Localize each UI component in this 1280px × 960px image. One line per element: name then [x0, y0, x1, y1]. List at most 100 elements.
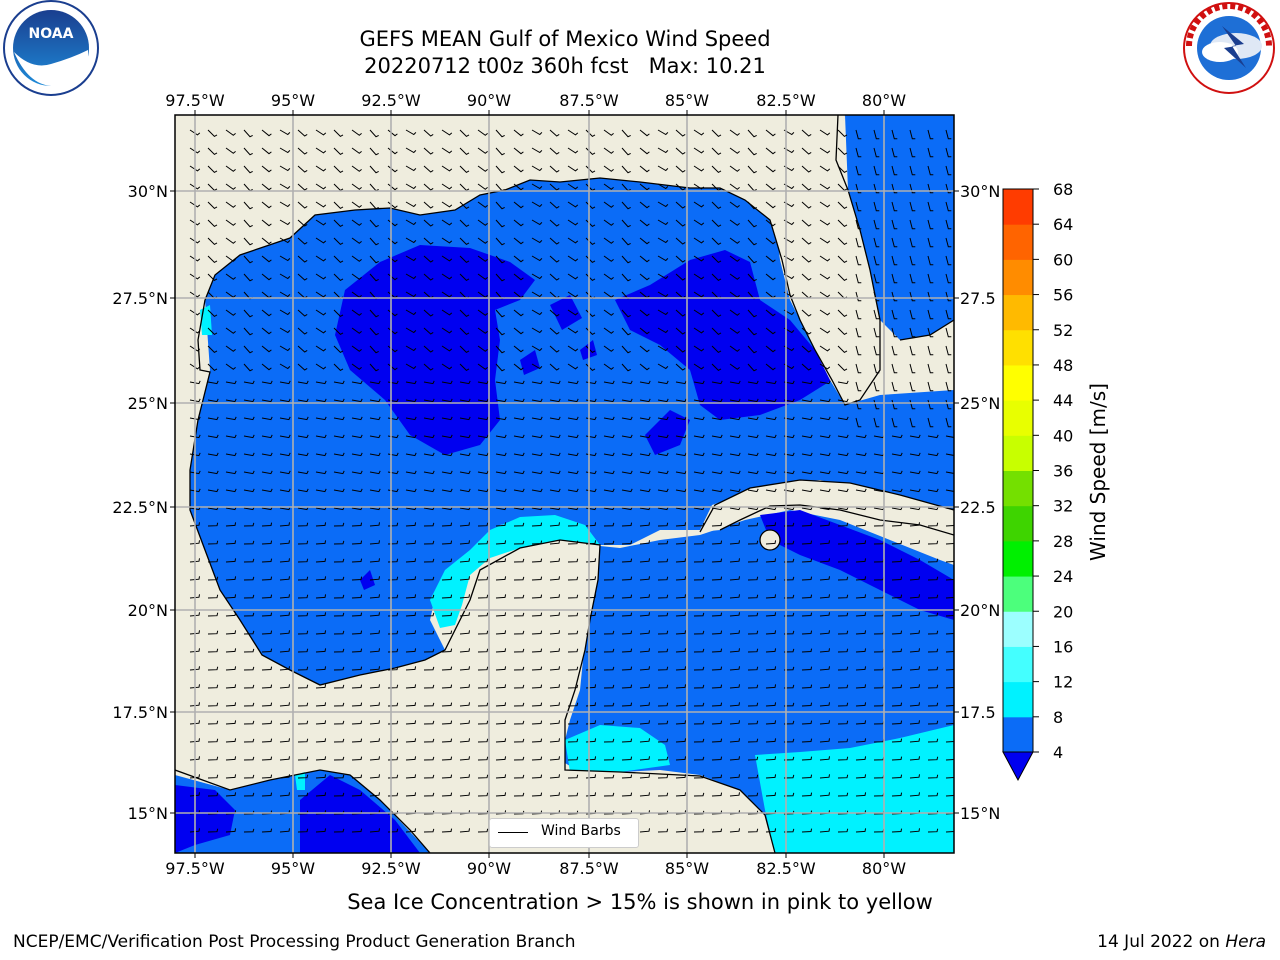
wind-barb — [639, 345, 650, 353]
lon-tick-bottom: 80°W — [862, 859, 906, 878]
wind-barb — [729, 488, 741, 493]
wind-barb — [909, 345, 916, 356]
wind-barb — [405, 201, 417, 208]
wind-barb — [585, 147, 596, 156]
wind-barb — [945, 668, 954, 671]
wind-barb — [747, 327, 757, 336]
colorbar-segment — [1003, 435, 1033, 471]
wind-barb — [189, 756, 200, 761]
wind-barb — [801, 183, 812, 191]
wind-barb — [261, 398, 273, 403]
wind-barb — [801, 594, 813, 599]
wind-barb — [297, 792, 309, 797]
wind-barb — [297, 684, 309, 689]
wind-barb — [315, 594, 327, 599]
wind-barb — [621, 470, 633, 475]
wind-barb — [945, 704, 954, 707]
sea-ice-note: Sea Ice Concentration > 15% is shown in … — [347, 890, 933, 914]
wind-barb — [297, 612, 309, 617]
wind-barb — [693, 380, 705, 385]
wind-barb — [495, 470, 507, 475]
colorbar-tick-label: 24 — [1053, 567, 1073, 586]
wind-barb — [765, 738, 777, 743]
wind-barb — [927, 470, 939, 475]
wind-barb — [207, 684, 219, 689]
wind-barb — [693, 792, 705, 797]
wind-barb — [639, 470, 651, 475]
wind-barb — [369, 452, 381, 457]
wind-barb — [585, 345, 596, 354]
wind-barb — [873, 129, 880, 140]
wind-barb — [801, 452, 813, 457]
wind-barb — [405, 327, 417, 334]
colorbar-segment — [1003, 294, 1033, 331]
wind-barb — [225, 237, 236, 244]
wind-barb — [315, 309, 327, 316]
wind-barb — [621, 363, 631, 372]
wind-barb — [297, 363, 308, 371]
wind-barb — [567, 345, 579, 352]
wind-barb — [567, 630, 579, 635]
wind-barb — [693, 576, 705, 581]
wind-barb — [189, 183, 201, 190]
wind-barb — [531, 792, 543, 797]
wind-barb — [351, 183, 362, 190]
wind-barb — [531, 129, 543, 136]
wind-barb — [909, 666, 920, 671]
wind-barb — [837, 738, 849, 743]
wind-barb — [207, 702, 219, 707]
wind-barb — [351, 327, 362, 334]
wind-barb — [693, 165, 705, 172]
wind-barb — [945, 129, 952, 140]
wind-barb — [675, 488, 687, 493]
wind-barb — [783, 684, 795, 689]
wind-barb — [261, 702, 273, 707]
wind-barb — [189, 522, 200, 527]
wind-barb — [765, 648, 777, 653]
wind-barb — [945, 183, 952, 194]
wind-barb — [315, 828, 327, 833]
wind-barb — [855, 702, 867, 707]
wind-barb — [549, 273, 560, 281]
wind-barb — [639, 147, 650, 155]
wind-barb — [351, 273, 362, 280]
wind-barb — [657, 774, 669, 779]
wind-barb — [783, 828, 795, 833]
wind-barb — [819, 345, 831, 352]
lon-tick-top: 92.5°W — [361, 91, 421, 110]
wind-barb — [873, 219, 880, 230]
wind-barb — [549, 416, 561, 421]
wind-barb — [855, 309, 862, 320]
wind-barb — [477, 630, 489, 635]
wind-barb — [639, 273, 650, 281]
wind-barb — [423, 774, 435, 779]
wind-barb — [855, 576, 867, 581]
wind-barb — [945, 507, 954, 510]
wind-barb — [351, 666, 363, 671]
wind-barb — [405, 738, 417, 743]
wind-barb — [621, 756, 633, 761]
wind-barb — [711, 756, 723, 761]
wind-barb — [243, 147, 253, 156]
wind-barb — [225, 558, 237, 563]
wind-barb — [225, 648, 237, 653]
wind-barb — [711, 237, 722, 246]
wind-barb — [837, 309, 848, 318]
wind-barb — [891, 470, 903, 475]
wind-barb — [693, 273, 705, 280]
florida-land — [770, 115, 880, 405]
wind-barb — [891, 558, 903, 563]
wind-barb — [873, 237, 880, 248]
wind-barb — [909, 594, 920, 599]
wind-barb — [441, 792, 453, 797]
wind-barb — [819, 648, 830, 653]
wind-barb — [801, 345, 812, 353]
wind-barb — [441, 774, 453, 779]
wind-barb — [945, 219, 952, 230]
wind-barb — [711, 720, 723, 725]
wind-barb — [369, 327, 379, 336]
wind-barb — [369, 363, 379, 372]
wind-barb — [261, 756, 273, 761]
wind-barb — [675, 183, 686, 191]
wind-barb — [765, 452, 777, 457]
